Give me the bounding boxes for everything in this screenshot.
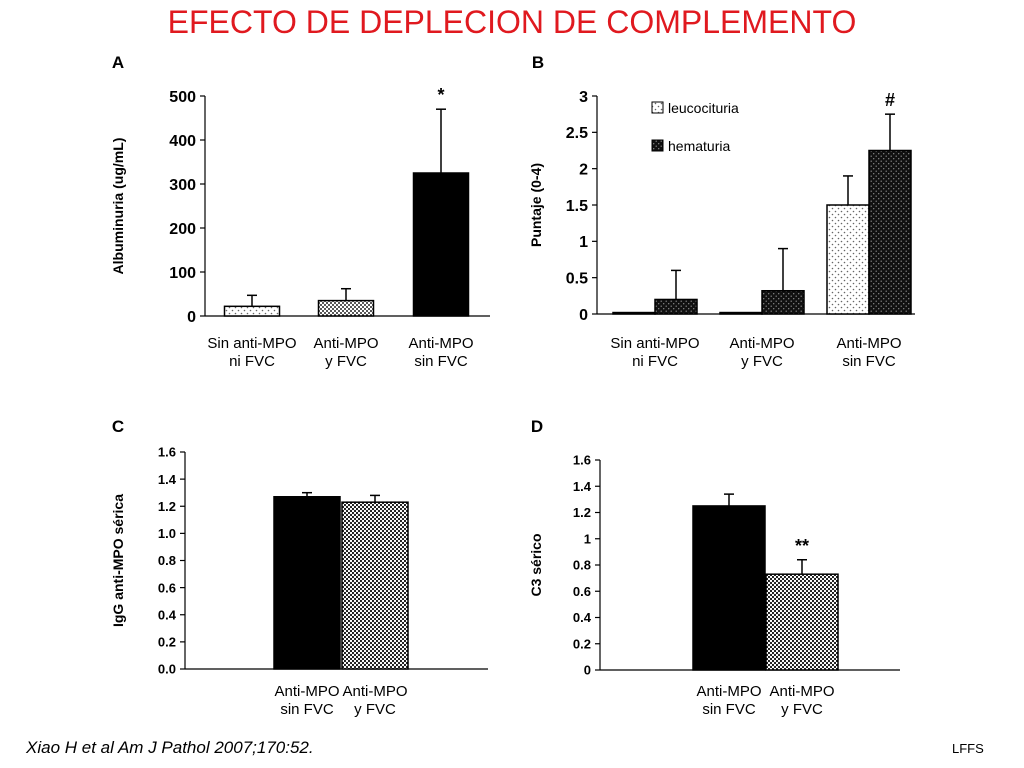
category-label: sin FVC [414, 353, 468, 370]
credit: LFFS [952, 741, 984, 756]
bar [826, 204, 870, 315]
bar [719, 311, 763, 315]
y-tick-label: 0.8 [158, 553, 176, 568]
panel-letter: C [112, 417, 124, 436]
slide-title: EFECTO DE DEPLECION DE COMPLEMENTO [167, 4, 857, 40]
bar [223, 305, 281, 317]
legend-label: leucocituria [668, 100, 739, 116]
y-tick-label: 400 [169, 133, 196, 150]
y-tick-label: 1.5 [566, 198, 588, 215]
category-label: y FVC [354, 701, 396, 718]
y-axis-label: Puntaje (0-4) [528, 163, 544, 247]
y-tick-label: 2 [579, 161, 588, 178]
significance-mark: # [885, 90, 895, 110]
category-label: Anti-MPO [836, 335, 901, 352]
category-label: y FVC [741, 353, 783, 370]
category-label: Sin anti-MPO [207, 335, 296, 352]
y-tick-label: 1 [584, 531, 591, 546]
y-tick-label: 300 [169, 177, 196, 194]
bar [692, 505, 766, 671]
category-label: sin FVC [702, 701, 756, 718]
y-tick-label: 0.2 [573, 636, 591, 651]
category-label: sin FVC [842, 353, 896, 370]
significance-mark: ** [795, 536, 809, 556]
panel-letter: A [112, 53, 124, 72]
y-axis-label: Albuminuria (ug/mL) [110, 138, 126, 275]
y-axis-label: IgG anti-MPO sérica [110, 494, 126, 627]
category-label: y FVC [781, 701, 823, 718]
category-label: ni FVC [229, 353, 275, 370]
y-tick-label: 0.6 [573, 584, 591, 599]
category-label: Sin anti-MPO [610, 335, 699, 352]
y-tick-label: 0.6 [158, 580, 176, 595]
legend-swatch [651, 101, 664, 114]
legend-swatch [651, 139, 664, 152]
y-tick-label: 1.2 [573, 505, 591, 520]
category-label: Anti-MPO [313, 335, 378, 352]
category-label: Anti-MPO [342, 683, 407, 700]
y-tick-label: 0.4 [158, 607, 177, 622]
y-tick-label: 500 [169, 89, 196, 106]
y-tick-label: 1 [579, 234, 588, 251]
y-tick-label: 2.5 [566, 125, 588, 142]
y-tick-label: 1.6 [158, 445, 176, 460]
y-tick-label: 0 [584, 663, 591, 678]
y-tick-label: 1.6 [573, 453, 591, 468]
category-label: Anti-MPO [408, 335, 473, 352]
category-label: Anti-MPO [729, 335, 794, 352]
y-tick-label: 0.8 [573, 558, 591, 573]
bar [868, 149, 912, 315]
panel-letter: B [532, 53, 544, 72]
y-tick-label: 3 [579, 89, 588, 106]
y-tick-label: 100 [169, 265, 196, 282]
y-tick-label: 0.2 [158, 635, 176, 650]
y-tick-label: 200 [169, 221, 196, 238]
y-tick-label: 1.4 [573, 479, 592, 494]
y-tick-label: 0.4 [573, 610, 592, 625]
bar [765, 573, 839, 671]
category-label: Anti-MPO [696, 683, 761, 700]
citation: Xiao H et al Am J Pathol 2007;170:52. [26, 738, 314, 757]
category-label: sin FVC [280, 701, 334, 718]
bar [654, 298, 698, 315]
category-label: Anti-MPO [769, 683, 834, 700]
y-tick-label: 1.4 [158, 472, 177, 487]
bar [412, 172, 470, 317]
legend-label: hematuria [668, 138, 730, 154]
y-tick-label: 0.5 [566, 270, 588, 287]
category-label: y FVC [325, 353, 367, 370]
bar [761, 289, 805, 315]
bar [273, 496, 341, 670]
category-label: ni FVC [632, 353, 678, 370]
y-tick-label: 0 [187, 309, 196, 326]
category-label: Anti-MPO [274, 683, 339, 700]
y-axis-label: C3 sérico [528, 533, 544, 596]
bar [317, 299, 375, 317]
significance-mark: * [437, 85, 444, 105]
y-tick-label: 0.0 [158, 662, 176, 677]
y-tick-label: 1.0 [158, 526, 176, 541]
bar [341, 501, 409, 670]
y-tick-label: 0 [579, 307, 588, 324]
y-tick-label: 1.2 [158, 499, 176, 514]
panel-letter: D [531, 417, 543, 436]
bar [612, 311, 656, 315]
